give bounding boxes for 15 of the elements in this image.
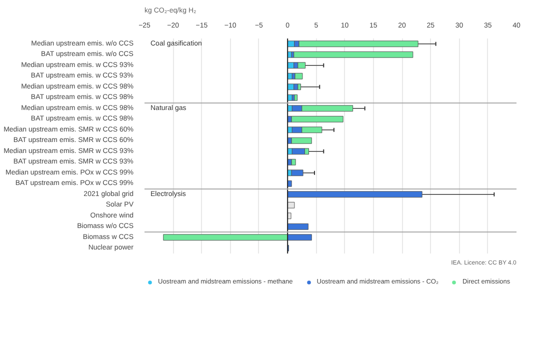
bar [292, 148, 305, 155]
bar [287, 191, 422, 198]
bar [287, 180, 292, 187]
bar [298, 84, 301, 90]
bar [294, 94, 298, 101]
bar [287, 212, 292, 220]
bar [291, 170, 304, 176]
bar [287, 202, 295, 208]
bar [291, 137, 312, 144]
bar [294, 51, 414, 58]
bar [294, 72, 303, 80]
bar [298, 62, 306, 69]
bar [291, 116, 344, 122]
bar [287, 223, 308, 230]
bar [291, 158, 296, 166]
